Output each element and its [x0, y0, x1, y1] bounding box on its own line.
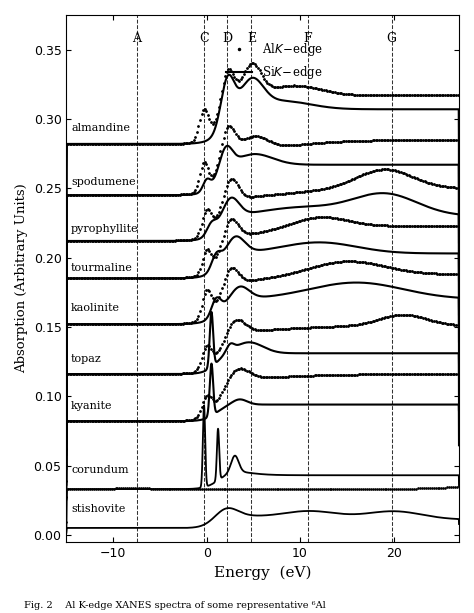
Text: D: D — [222, 32, 232, 45]
Legend: Al$K\!-\!$edge, Si$K\!-\!$edge: Al$K\!-\!$edge, Si$K\!-\!$edge — [221, 37, 328, 86]
Text: tourmaline: tourmaline — [71, 263, 133, 273]
Text: topaz: topaz — [71, 354, 102, 364]
Y-axis label: Absorption (Arbitrary Units): Absorption (Arbitrary Units) — [15, 183, 28, 373]
Text: kyanite: kyanite — [71, 402, 113, 411]
Text: almandine: almandine — [71, 123, 130, 133]
Text: spodumene: spodumene — [71, 177, 136, 187]
Text: stishovite: stishovite — [71, 504, 126, 514]
Text: kaolinite: kaolinite — [71, 303, 120, 313]
Text: A: A — [132, 32, 141, 45]
Text: G: G — [387, 32, 397, 45]
Text: F: F — [303, 32, 312, 45]
Text: C: C — [199, 32, 209, 45]
Text: Fig. 2    Al K-edge XANES spectra of some representative ⁶Al: Fig. 2 Al K-edge XANES spectra of some r… — [24, 601, 326, 610]
Text: pyrophyllite: pyrophyllite — [71, 224, 139, 234]
Text: corundum: corundum — [71, 465, 129, 475]
X-axis label: Energy  (eV): Energy (eV) — [214, 565, 311, 580]
Text: E: E — [247, 32, 256, 45]
